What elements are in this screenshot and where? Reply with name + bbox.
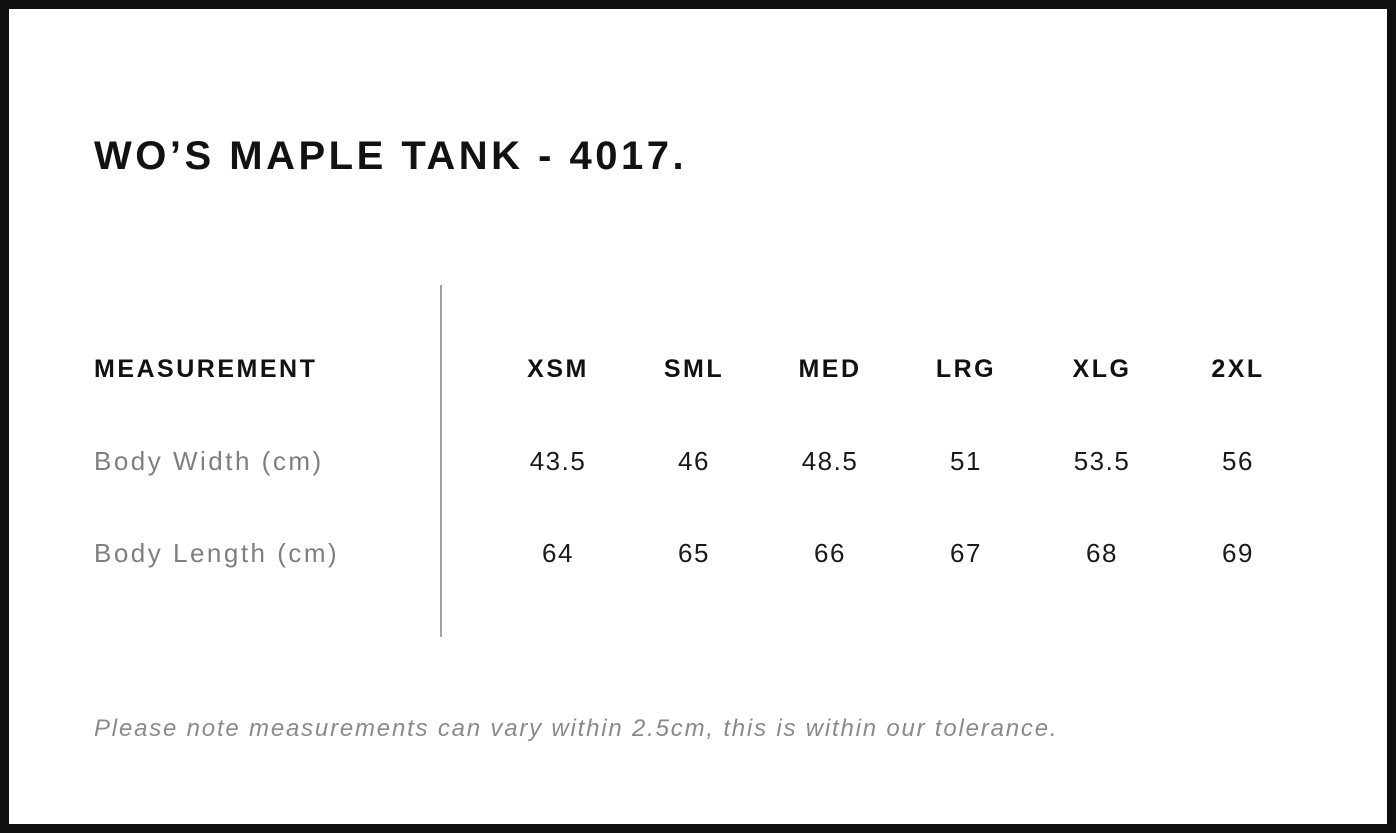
size-headers-group: XSM SML MED LRG XLG 2XL bbox=[490, 354, 1306, 383]
body-length-values-group: 64 65 66 67 68 69 bbox=[490, 540, 1306, 566]
table-header-row: MEASUREMENT XSM SML MED LRG XLG 2XL bbox=[94, 323, 1324, 415]
size-header-sml: SML bbox=[663, 354, 725, 383]
size-header-lrg: LRG bbox=[935, 354, 997, 383]
row-label-body-length: Body Length (cm) bbox=[94, 538, 340, 568]
body-length-value-sml: 65 bbox=[678, 538, 710, 568]
size-header-med: MED bbox=[798, 354, 862, 383]
measurement-column-header: MEASUREMENT bbox=[94, 354, 318, 383]
size-header-xlg: XLG bbox=[1072, 354, 1132, 383]
body-length-value-xsm: 64 bbox=[542, 538, 574, 568]
body-width-value-xsm: 43.5 bbox=[529, 446, 587, 476]
body-length-value-med: 66 bbox=[814, 538, 846, 568]
size-header-xsm: XSM bbox=[527, 354, 589, 383]
row-label-body-width: Body Width (cm) bbox=[94, 446, 324, 476]
body-width-value-lrg: 51 bbox=[950, 446, 982, 476]
body-length-value-lrg: 67 bbox=[950, 538, 982, 568]
body-length-value-xlg: 68 bbox=[1086, 538, 1118, 568]
tolerance-note: Please note measurements can vary within… bbox=[94, 715, 1059, 742]
table-row-body-width: Body Width (cm) 43.5 46 48.5 51 53.5 56 bbox=[94, 415, 1324, 507]
body-width-value-med: 48.5 bbox=[801, 446, 859, 476]
body-width-value-sml: 46 bbox=[678, 446, 710, 476]
body-width-value-xlg: 53.5 bbox=[1073, 446, 1131, 476]
column-divider bbox=[440, 285, 442, 637]
body-width-value-2xl: 56 bbox=[1222, 446, 1254, 476]
size-header-2xl: 2XL bbox=[1211, 354, 1265, 383]
size-table: MEASUREMENT XSM SML MED LRG XLG 2XL Body… bbox=[94, 285, 1324, 637]
table-row-body-length: Body Length (cm) 64 65 66 67 68 69 bbox=[94, 507, 1324, 599]
body-width-values-group: 43.5 46 48.5 51 53.5 56 bbox=[490, 448, 1306, 474]
body-length-value-2xl: 69 bbox=[1222, 538, 1254, 568]
page-title: WO’S MAPLE TANK - 4017. bbox=[94, 133, 688, 178]
